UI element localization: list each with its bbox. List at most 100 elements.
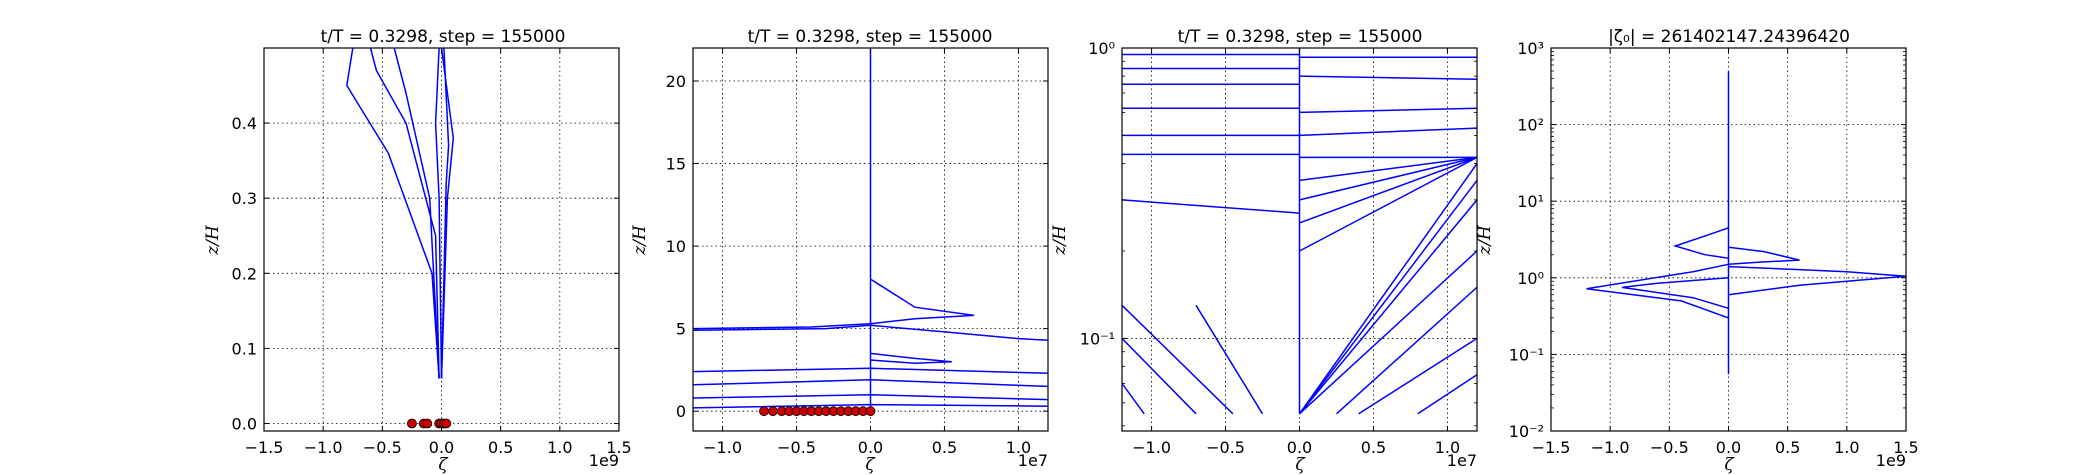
series-line	[870, 352, 952, 365]
panel-4-offset-text: 1e9	[1876, 451, 1906, 470]
panel-4-ticks: −1.5 −1.0 −0.5 0.0 0.5 1.0 1.5 10⁻² 10⁻¹ 10⁰ 10¹ 10…	[1509, 39, 1919, 457]
series-line	[369, 48, 440, 379]
data-marker	[422, 418, 433, 429]
x-tick-label: 0.0	[858, 438, 883, 457]
series-line	[1298, 179, 1477, 415]
y-tick-label: 10⁰	[1517, 269, 1544, 288]
x-tick-label: −0.5	[777, 438, 816, 457]
series-line	[1122, 382, 1145, 415]
x-tick-label: −0.5	[363, 438, 402, 457]
series-line	[1298, 199, 1477, 415]
series-line	[693, 278, 975, 330]
panel-3-xlabel: ζ	[1295, 455, 1306, 475]
series-line	[440, 48, 455, 379]
series-line	[693, 379, 1048, 388]
series-line	[693, 393, 1048, 401]
series-line	[1299, 156, 1477, 224]
y-tick-label: 0.4	[232, 114, 257, 133]
x-tick-label: 1.5	[606, 438, 631, 457]
x-tick-label: 0.5	[1361, 438, 1386, 457]
x-tick-label: −0.5	[1206, 438, 1245, 457]
x-tick-label: −1.5	[245, 438, 284, 457]
series-line	[393, 48, 440, 379]
series-line	[1298, 250, 1477, 415]
x-tick-label: 0.0	[1287, 438, 1312, 457]
y-tick-label: 10⁻¹	[1509, 345, 1544, 364]
x-tick-label: −1.0	[304, 438, 343, 457]
series-line	[693, 403, 1048, 409]
series-line	[440, 48, 450, 379]
panel-4-xlabel: ζ	[1724, 455, 1735, 475]
panel-2-markers	[759, 406, 876, 417]
x-tick-label: 1.0	[1435, 438, 1460, 457]
data-marker	[759, 406, 769, 417]
panel-3-title: t/T = 0.3298, step = 155000	[1178, 27, 1423, 47]
panel-2-ylabel: z/H	[630, 224, 650, 256]
x-tick-label: −0.5	[1650, 438, 1689, 457]
x-tick-label: 1.0	[1006, 438, 1031, 457]
series-line	[1728, 265, 1906, 296]
panel-1-xlabel: ζ	[438, 455, 449, 475]
x-tick-label: 0.0	[1716, 438, 1741, 457]
panel-3: t/T = 0.3298, step = 155000 −1.0 −0.5 0.0 0…	[1050, 27, 1478, 475]
data-marker	[441, 418, 452, 429]
x-tick-label: 1.0	[547, 438, 572, 457]
x-tick-label: −1.0	[703, 438, 742, 457]
panel-3-ylabel: z/H	[1050, 224, 1070, 256]
y-tick-label: 10⁻²	[1509, 422, 1544, 441]
series-line	[1335, 286, 1477, 415]
x-tick-label: −1.0	[1591, 438, 1630, 457]
panel-1-markers	[407, 418, 452, 429]
y-tick-label: 0.2	[232, 264, 257, 283]
series-line	[1299, 107, 1477, 114]
series-line	[1298, 163, 1477, 415]
series-line	[1299, 75, 1477, 81]
y-tick-label: 10¹	[1517, 192, 1544, 211]
panel-3-series	[1122, 48, 1477, 415]
series-line	[1195, 304, 1264, 415]
y-tick-label: 0.3	[232, 189, 257, 208]
y-tick-label: 0.1	[232, 339, 257, 358]
series-line	[1672, 227, 1729, 259]
series-line	[1358, 337, 1477, 415]
panel-1-ticks: −1.5 −1.0 −0.5 0.0 0.5 1.0 1.5 0.0 0.1 0.2 0.3 0.4	[232, 48, 632, 457]
y-tick-label: 20	[666, 72, 686, 91]
y-tick-label: 10⁻¹	[1080, 329, 1115, 348]
panel-2-series	[693, 48, 1048, 412]
series-line	[1122, 199, 1300, 214]
series-line	[693, 367, 1048, 374]
y-tick-label: 10²	[1517, 116, 1544, 135]
data-marker	[407, 418, 417, 429]
x-tick-label: −1.0	[1132, 438, 1171, 457]
series-line	[693, 324, 1048, 341]
panel-2-offset-text: 1e7	[1018, 451, 1048, 470]
panel-2-ticks: −1.0 −0.5 0.0 0.5 1.0 0 5 10 15 20	[666, 48, 1048, 457]
y-tick-label: 0	[676, 402, 686, 421]
x-tick-label: −1.5	[1532, 438, 1571, 457]
panel-2-xlabel: ζ	[865, 455, 876, 475]
series-line	[1122, 337, 1197, 415]
panel-1-offset-text: 1e9	[589, 451, 619, 470]
panel-4: |ζ₀| = 261402147.24396420 −1.5 −1.0 −0.5 0.…	[1475, 27, 1919, 475]
y-tick-label: 5	[676, 320, 686, 339]
series-line	[1299, 127, 1477, 137]
panel-2-title: t/T = 0.3298, step = 155000	[748, 27, 993, 47]
series-line	[1728, 246, 1800, 266]
data-marker	[767, 406, 778, 417]
panel-4-title: |ζ₀| = 261402147.24396420	[1608, 27, 1850, 47]
y-tick-label: 10³	[1517, 39, 1544, 58]
y-tick-label: 0.0	[232, 414, 257, 433]
x-tick-label: 0.5	[932, 438, 957, 457]
panel-1-title: t/T = 0.3298, step = 155000	[321, 27, 566, 47]
panel-3-offset-text: 1e7	[1447, 451, 1477, 470]
x-tick-label: 0.5	[1775, 438, 1800, 457]
data-marker	[865, 406, 876, 417]
panel-2: t/T = 0.3298, step = 155000 −1.0 −0.5 0.0 0…	[630, 27, 1049, 475]
x-tick-label: 1.5	[1893, 438, 1918, 457]
x-tick-label: 1.0	[1834, 438, 1859, 457]
series-line	[1586, 263, 1729, 319]
y-tick-label: 15	[666, 155, 686, 174]
series-line	[346, 48, 440, 379]
x-tick-label: 0.0	[429, 438, 454, 457]
